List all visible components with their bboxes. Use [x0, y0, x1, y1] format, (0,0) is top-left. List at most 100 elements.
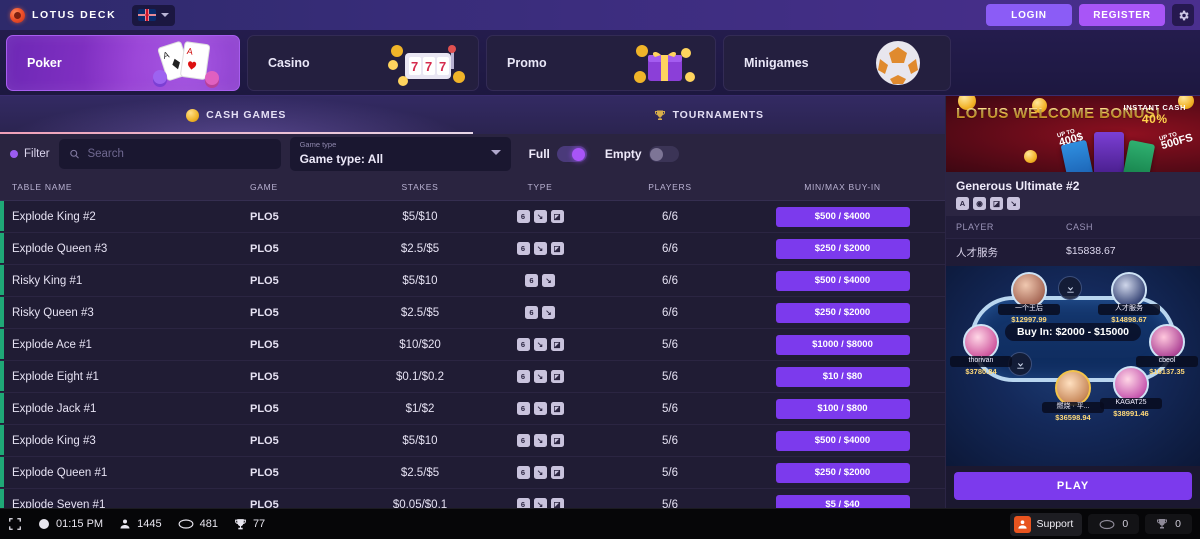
- lobby-panel: CASH GAMES TOURNAMENTS Filter: [0, 96, 945, 508]
- run-icon: ↘: [533, 466, 547, 479]
- subtab-tournaments[interactable]: TOURNAMENTS: [473, 96, 946, 134]
- row-game: PLO5: [250, 402, 279, 415]
- buyin-button[interactable]: $250 / $2000: [775, 462, 910, 483]
- full-toggle[interactable]: Full: [529, 146, 587, 162]
- row-stakes: $2.5/$5: [400, 466, 440, 479]
- row-stakes: $2.5/$5: [400, 242, 440, 255]
- search-box[interactable]: [58, 139, 281, 169]
- table-row[interactable]: Explode Jack #1 PLO5 $1/$2 6 ↘ ◪ 5/6 $100 / $80…: [0, 393, 945, 425]
- download-icon[interactable]: [1058, 276, 1082, 300]
- straddle-icon: ◪: [550, 210, 564, 223]
- table-preview[interactable]: Buy In: $2000 - $15000 一个王后 $12997.99 人才…: [946, 266, 1200, 466]
- row-game: PLO5: [250, 434, 279, 447]
- my-tables-button[interactable]: 0: [1088, 514, 1140, 534]
- lotus-logo-icon: [10, 7, 25, 23]
- play-button[interactable]: PLAY: [954, 472, 1192, 500]
- brand[interactable]: LOTUS DECK: [10, 7, 117, 23]
- table-row[interactable]: Risky King #1 PLO5 $5/$10 6 ↘ 6/6 $500 / $4000: [0, 265, 945, 297]
- clock-icon: [39, 519, 49, 529]
- row-stakes: $1/$2: [405, 402, 435, 415]
- anonymous-icon: A: [956, 197, 969, 210]
- row-buyin: $100 / $800: [740, 398, 945, 419]
- buyin-button[interactable]: $250 / $2000: [775, 238, 910, 259]
- row-game: PLO5: [250, 210, 279, 223]
- row-game: PLO5: [250, 498, 279, 509]
- max-players-icon: 6: [516, 370, 530, 383]
- search-icon: [69, 149, 79, 159]
- seat-1[interactable]: 一个王后 $12997.99: [998, 272, 1060, 324]
- seat-stack: $38991.46: [1113, 408, 1149, 418]
- table-row[interactable]: Explode King #2 PLO5 $5/$10 6 ↘ ◪ 6/6 $500 / $4…: [0, 201, 945, 233]
- table-row[interactable]: Explode Queen #1 PLO5 $2.5/$5 6 ↘ ◪ 5/6 $250 / …: [0, 457, 945, 489]
- buyin-button[interactable]: $10 / $80: [775, 366, 910, 387]
- filter-button[interactable]: Filter: [10, 148, 50, 160]
- row-players: 5/6: [662, 338, 678, 351]
- sidebar-players-header: PLAYER CASH: [946, 216, 1200, 238]
- run-icon: ↘: [533, 498, 547, 508]
- support-button[interactable]: Support: [1009, 512, 1083, 536]
- category-tab-promo[interactable]: Promo: [486, 34, 716, 91]
- promo-banner[interactable]: LOTUS WELCOME BONUS! INSTANT CASH 40% UP…: [946, 96, 1200, 172]
- row-table-name: Risky Queen #3: [12, 306, 94, 319]
- fullscreen-button[interactable]: [8, 517, 22, 531]
- my-tournaments-count: 0: [1175, 518, 1181, 530]
- seat-6[interactable]: KAGAT25 $38991.46: [1100, 366, 1162, 418]
- empty-toggle[interactable]: Empty: [605, 146, 679, 162]
- buyin-button[interactable]: $5 / $40: [775, 494, 910, 508]
- seat-name: cbeol: [1136, 356, 1198, 367]
- category-tab-poker[interactable]: Poker A A: [6, 34, 240, 91]
- seat-4[interactable]: cbeol $16137.35: [1136, 324, 1198, 376]
- settings-button[interactable]: [1172, 4, 1194, 26]
- table-row[interactable]: Explode King #3 PLO5 $5/$10 6 ↘ ◪ 5/6 $500 / $4…: [0, 425, 945, 457]
- buyin-button[interactable]: $500 / $4000: [775, 206, 910, 227]
- table-icon: [178, 519, 194, 529]
- table-row[interactable]: Risky Queen #3 PLO5 $2.5/$5 6 ↘ 6/6 $250 / $20…: [0, 297, 945, 329]
- login-button[interactable]: LOGIN: [986, 4, 1072, 26]
- avatar: [1055, 370, 1091, 406]
- table-row[interactable]: Explode Ace #1 PLO5 $10/$20 6 ↘ ◪ 5/6 $1000 / $…: [0, 329, 945, 361]
- full-toggle-switch[interactable]: [556, 146, 587, 162]
- my-tournaments-button[interactable]: 0: [1145, 514, 1192, 534]
- max-players-icon: 6: [516, 242, 530, 255]
- type-icons: 6 ↘ ◪: [480, 370, 600, 383]
- buyin-button[interactable]: $1000 / $8000: [775, 334, 910, 355]
- featured-game-header: Generous Ultimate #2 A ◉ ◪ ↘: [946, 172, 1200, 216]
- row-buyin: $250 / $2000: [740, 462, 945, 483]
- promo-instant-cash: INSTANT CASH 40%: [1124, 103, 1186, 126]
- row-players: 6/6: [662, 306, 678, 319]
- row-players: 5/6: [662, 498, 678, 509]
- table-row[interactable]: Explode Eight #1 PLO5 $0.1/$0.2 6 ↘ ◪ 5/6 $10 /…: [0, 361, 945, 393]
- my-tables-count: 0: [1122, 518, 1129, 530]
- max-players-icon: 6: [516, 338, 530, 351]
- search-input[interactable]: [87, 148, 271, 160]
- column-header-buyin: MIN/MAX BUY-IN: [804, 182, 881, 192]
- active-tournaments-status: 77: [234, 518, 265, 531]
- featured-game-icons: A ◉ ◪ ↘: [956, 197, 1190, 210]
- seat-2[interactable]: 人才服务 $14898.67: [1098, 272, 1160, 324]
- seat-5[interactable]: 燃烧 · 平... $36598.94: [1042, 370, 1104, 422]
- buyin-button[interactable]: $500 / $4000: [775, 270, 910, 291]
- game-type-select[interactable]: Game type Game type: All: [289, 137, 511, 171]
- table-header: TABLE NAME GAME STAKES TYPE PLAYERS MIN/…: [0, 174, 945, 201]
- brand-name: LOTUS DECK: [32, 9, 117, 21]
- seat-3[interactable]: thorivan $3780.84: [950, 324, 1012, 376]
- table-row[interactable]: Explode Seven #1 PLO5 $0.05/$0.1 6 ↘ ◪ 5/6 $5 /…: [0, 489, 945, 508]
- row-stakes: $5/$10: [402, 274, 438, 287]
- trophy-icon: [1157, 519, 1168, 529]
- buyin-button[interactable]: $100 / $800: [775, 398, 910, 419]
- buyin-button[interactable]: $250 / $2000: [775, 302, 910, 323]
- run-icon: ↘: [533, 434, 547, 447]
- language-selector[interactable]: [132, 4, 176, 26]
- register-button[interactable]: REGISTER: [1079, 4, 1165, 26]
- empty-toggle-switch[interactable]: [648, 146, 679, 162]
- table-row[interactable]: Explode Queen #3 PLO5 $2.5/$5 6 ↘ ◪ 6/6 $250 / …: [0, 233, 945, 265]
- category-tab-casino[interactable]: Casino 7 7 7: [247, 34, 479, 91]
- subtab-cash-games[interactable]: CASH GAMES: [0, 96, 473, 134]
- straddle-icon: ◪: [550, 402, 564, 415]
- buyin-button[interactable]: $500 / $4000: [775, 430, 910, 451]
- empty-toggle-label: Empty: [604, 147, 642, 161]
- game-type-label: Game type: [299, 140, 337, 149]
- seat-stack: $16137.35: [1149, 366, 1185, 376]
- category-tab-minigames[interactable]: Minigames: [723, 34, 951, 91]
- top-bar: LOTUS DECK LOGIN REGISTER: [0, 0, 1200, 30]
